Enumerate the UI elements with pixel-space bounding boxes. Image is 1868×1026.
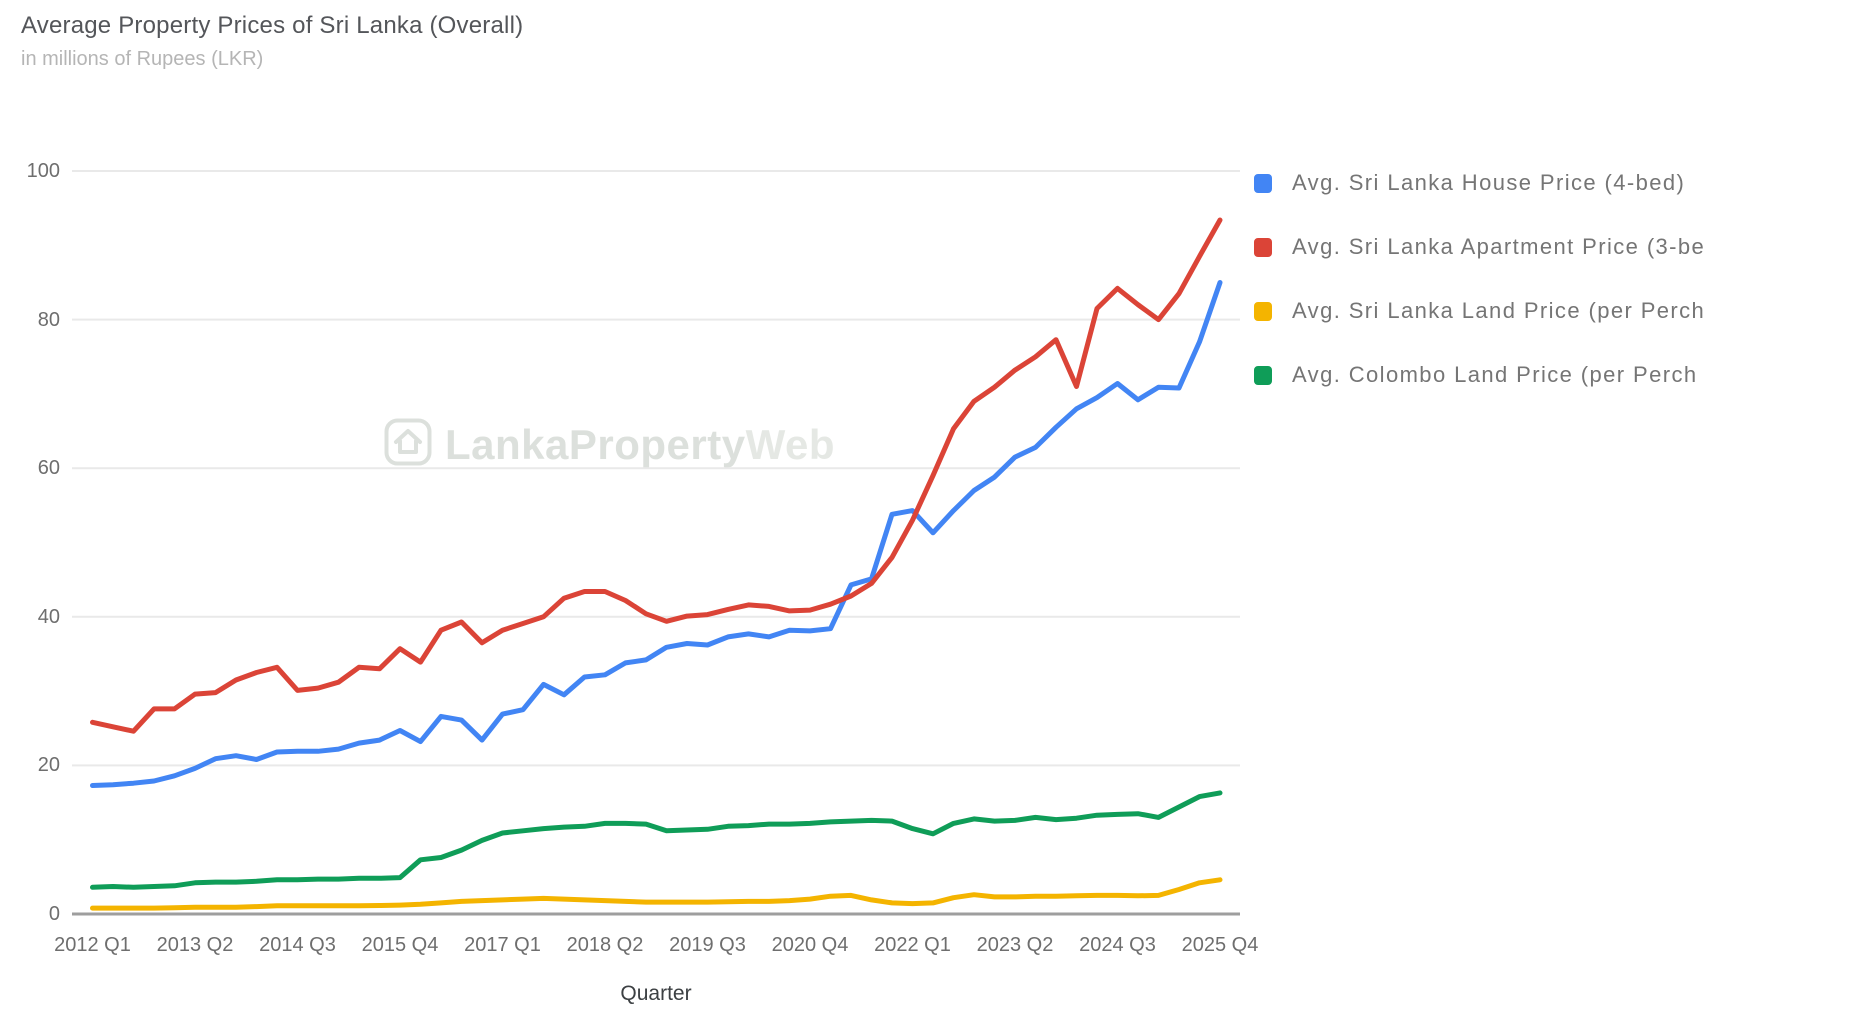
x-tick-label-2024-Q3: 2024 Q3: [1079, 934, 1156, 956]
y-tick-label-60: 60: [37, 457, 60, 480]
series-line-avg-sri-lanka-apartment-price-3-bed[interactable]: [90, 217, 1223, 734]
x-tick-label-2014-Q3: 2014 Q3: [259, 934, 336, 956]
legend-item-2: Avg. Sri Lanka Apartment Price (3-be: [1254, 234, 1705, 260]
series-line-avg-colombo-land-price-per-perch[interactable]: [90, 790, 1223, 890]
x-tick-label-2013-Q2: 2013 Q2: [156, 934, 234, 956]
legend-swatch-icon: [1254, 301, 1272, 321]
x-tick-label-2022-Q1: 2022 Q1: [874, 934, 951, 956]
legend-item-3: Avg. Sri Lanka Land Price (per Perch: [1254, 298, 1705, 324]
plot-area: [72, 170, 1240, 916]
legend-label: Avg. Sri Lanka Land Price (per Perch: [1292, 298, 1706, 323]
legend-item-1: Avg. Sri Lanka House Price (4-bed): [1254, 170, 1685, 196]
x-tick-label-2015-Q4: 2015 Q4: [361, 934, 439, 956]
y-tick-label-100: 100: [26, 160, 60, 182]
legend-item-4: Avg. Colombo Land Price (per Perch: [1254, 362, 1698, 388]
series-line-avg-sri-lanka-land-price-per-perch[interactable]: [90, 877, 1223, 911]
legend-label: Avg. Sri Lanka House Price (4-bed): [1292, 170, 1686, 195]
x-tick-label-2019-Q3: 2019 Q3: [669, 934, 746, 956]
x-tick-label-2020-Q4: 2020 Q4: [771, 934, 849, 956]
y-tick-label-20: 20: [37, 754, 60, 777]
series-line-avg-sri-lanka-house-price-4-bed[interactable]: [90, 280, 1223, 788]
y-tick-label-0: 0: [48, 903, 60, 925]
legend-label: Avg. Colombo Land Price (per Perch: [1292, 362, 1698, 387]
y-tick-label-40: 40: [37, 605, 60, 628]
x-tick-label-2012-Q1: 2012 Q1: [54, 934, 131, 956]
legend-label: Avg. Sri Lanka Apartment Price (3-be: [1292, 234, 1706, 259]
x-tick-label-2025-Q4: 2025 Q4: [1181, 934, 1259, 956]
legend-swatch-icon: [1254, 237, 1272, 257]
chart-subtitle: in millions of Rupees (LKR): [21, 48, 264, 70]
x-tick-label-2018-Q2: 2018 Q2: [566, 934, 644, 956]
legend-swatch-icon: [1254, 173, 1272, 193]
chart-title: Average Property Prices of Sri Lanka (Ov…: [21, 12, 524, 39]
x-tick-label-2017-Q1: 2017 Q1: [464, 934, 541, 956]
legend-swatch-icon: [1254, 365, 1272, 385]
x-axis-title: Quarter: [620, 982, 692, 1005]
x-tick-label-2023-Q2: 2023 Q2: [976, 934, 1054, 956]
y-tick-label-80: 80: [37, 308, 60, 331]
